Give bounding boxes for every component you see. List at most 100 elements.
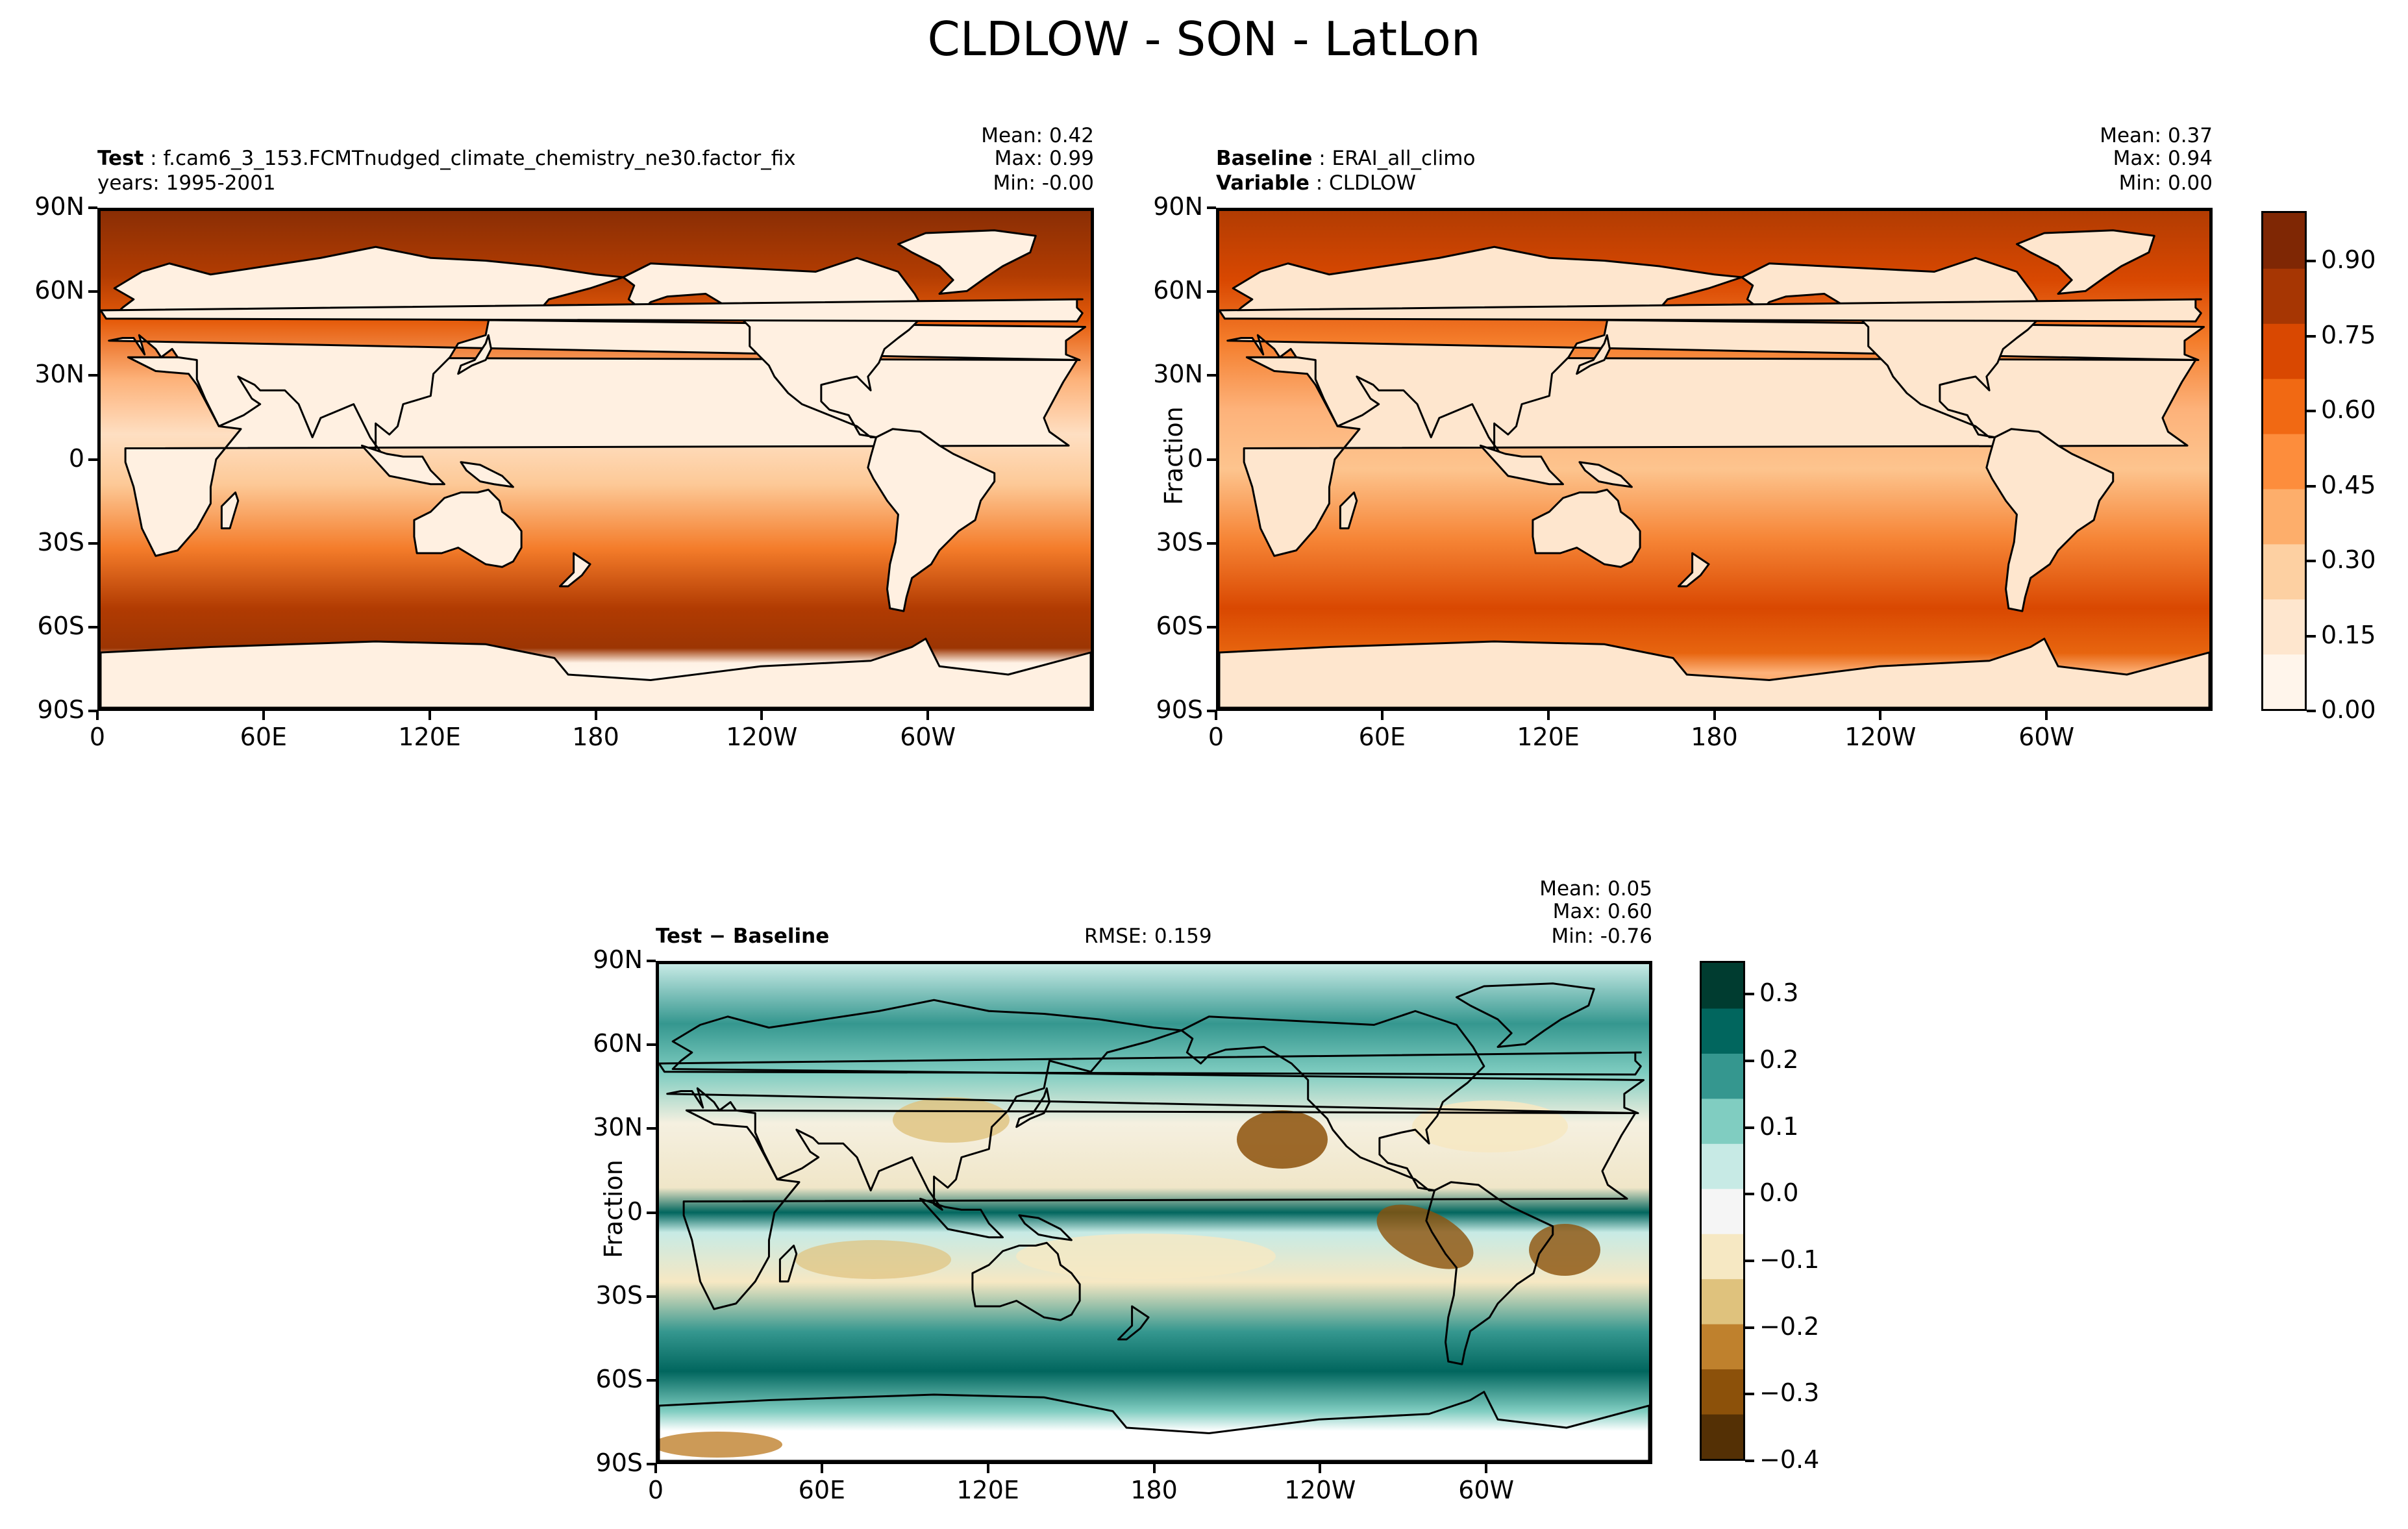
continent-namerica [1180,1010,1485,1191]
baseline-ytick-mark [1207,290,1216,293]
colorbar-diverging-segment [1702,1008,1743,1054]
continent-australia [1532,488,1641,568]
test-xtick-mark [760,711,763,720]
baseline-xtick-label: 60W [2018,723,2075,751]
test-xtick-label: 180 [572,723,619,751]
colorbar-diverging-label: −0.2 [1759,1311,1820,1341]
baseline-xtick-label: 0 [1208,723,1224,751]
baseline-ytick-mark [1207,206,1216,209]
colorbar-sequential-segment [2263,654,2305,709]
colorbar-sequential-label: 0.15 [2321,620,2376,649]
colorbar-sequential-tick [2307,410,2316,412]
baseline-xtick-mark [1380,711,1384,720]
continent-newzealand [1117,1305,1150,1341]
diff-ytick-label: 90N [593,945,643,974]
colorbar-diverging-tick [1745,1126,1754,1129]
baseline-ytick-mark [1207,374,1216,377]
baseline-xtick-mark [1879,711,1882,720]
diff-map-field [659,964,1649,1461]
colorbar-diverging-segment [1702,1233,1743,1280]
baseline-ytick-label: 0 [1187,443,1203,473]
continent-newguinea [1018,1214,1073,1241]
continent-japan [1015,1087,1051,1128]
colorbar-sequential-label: 0.00 [2321,695,2376,724]
colorbar-sequential-tick [2307,334,2316,338]
colorbar-sequential-tick [2307,260,2316,262]
colorbar-diverging [1700,961,1745,1461]
test-continents [101,229,1091,708]
baseline-xtick-mark [1713,711,1716,720]
diff-stat-mean: Mean: 0.05 [1539,877,1652,901]
diff-xtick-label: 0 [647,1476,664,1504]
test-ytick-label: 0 [68,443,84,473]
baseline-variable-label: Variable : CLDLOW [1216,171,1417,195]
diff-xtick-label: 60W [1458,1476,1515,1504]
colorbar-sequential-segment [2263,378,2305,434]
continent-antarctica [101,638,1091,708]
colorbar-sequential-segment [2263,599,2305,655]
colorbar-sequential-fill [2263,213,2305,709]
test-stat-min: Min: -0.00 [993,171,1094,195]
colorbar-diverging-tick [1745,1326,1754,1329]
continent-antarctica [1219,638,2209,708]
baseline-stat-max: Max: 0.94 [2113,147,2213,170]
colorbar-sequential-tick [2307,634,2316,638]
continent-newguinea [1578,461,1633,488]
colorbar-diverging-label: −0.4 [1759,1445,1820,1474]
diff-stat-min: Min: -0.76 [1551,925,1652,948]
colorbar-diverging-tick [1745,1260,1754,1262]
diff-xtick-label: 120E [956,1476,1019,1504]
test-ytick-label: 30N [34,360,84,389]
colorbar-diverging-label: −0.3 [1759,1378,1820,1408]
diff-continents [659,982,1649,1461]
colorbar-sequential-label: 0.90 [2321,245,2376,274]
diff-ytick-mark [647,1378,656,1382]
diff-ytick-mark [647,960,656,962]
diff-xtick-mark [1152,1464,1156,1473]
baseline-case-label: Baseline : ERAI_all_climo [1216,147,1476,170]
baseline-xtick-mark [2045,711,2048,720]
colorbar-diverging-segment [1702,1052,1743,1099]
diff-label: Test − Baseline [656,925,830,948]
baseline-ytick-label: 60S [1156,611,1203,640]
diff-rmse: RMSE: 0.159 [1084,925,1212,948]
baseline-xtick-label: 120W [1844,723,1917,751]
colorbar-sequential-segment [2263,267,2305,324]
diff-xtick-mark [820,1464,823,1473]
colorbar-diverging-tick [1745,1193,1754,1196]
test-xtick-label: 0 [89,723,106,751]
colorbar-diverging-label: 0.2 [1759,1045,1799,1074]
colorbar-diverging-segment [1702,1413,1743,1459]
baseline-map [1216,208,2213,711]
diff-ytick-label: 60S [595,1364,643,1393]
panel-test: Test : f.cam6_3_153.FCMTnudged_climate_c… [97,124,1094,711]
colorbar-diverging-segment [1702,1369,1743,1415]
diff-ytick-mark [647,1295,656,1298]
colorbar-diverging-label: 0.3 [1759,978,1799,1008]
test-ytick-label: 60N [34,276,84,305]
colorbar-diverging-tick [1745,1060,1754,1062]
test-ytick-label: 60S [37,611,84,640]
colorbar-diverging-segment [1702,1278,1743,1324]
diff-stat-max: Max: 0.60 [1552,900,1652,923]
colorbar-sequential-segment [2263,488,2305,545]
test-xtick-mark [428,711,431,720]
colorbar-sequential-tick [2307,484,2316,488]
colorbar-sequential-label: 0.30 [2321,545,2376,574]
test-xtick-label: 120E [398,723,461,751]
diff-ytick-mark [647,1463,656,1465]
baseline-ytick-mark [1207,710,1216,712]
continent-indonesia [360,444,446,486]
diff-xtick-label: 120W [1284,1476,1356,1504]
baseline-xtick-mark [1546,711,1550,720]
test-map-field [101,211,1091,708]
colorbar-diverging-segment [1702,963,1743,1009]
continent-samerica [867,428,996,612]
test-stat-max: Max: 0.99 [994,147,1094,170]
colorbar-diverging-label: −0.1 [1759,1245,1820,1274]
baseline-ytick-label: 60N [1153,276,1203,305]
continent-madagascar [1339,491,1358,530]
continent-eurasia [108,245,1087,458]
continent-australia [971,1241,1081,1321]
colorbar-sequential-label: 0.75 [2321,320,2376,349]
